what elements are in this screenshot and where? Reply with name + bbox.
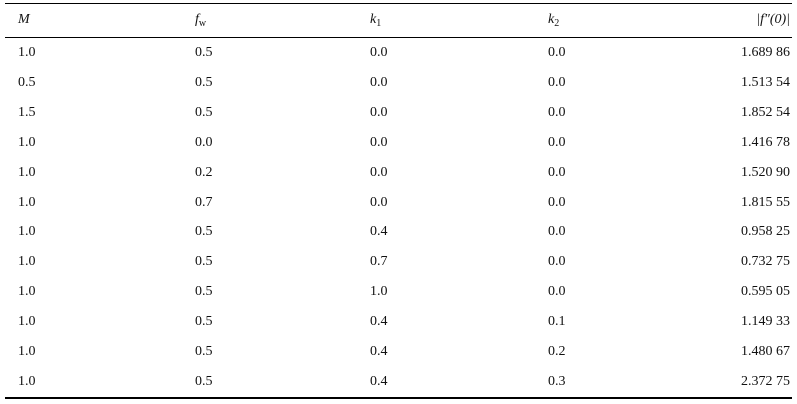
table-cell: 0.5 — [195, 344, 213, 359]
table-cell: 0.0 — [548, 284, 566, 300]
table-cell: 0.0 — [548, 194, 566, 210]
bottom-rule — [5, 397, 792, 399]
table-cell: 0.595 05 — [741, 284, 790, 300]
table-cell: 0.732 75 — [741, 254, 790, 270]
table-cell: 0.0 — [548, 224, 566, 240]
table-cell: 0.2 — [548, 344, 566, 359]
table-cell: 0.0 — [548, 104, 566, 120]
table-cell: 0.5 — [195, 284, 213, 300]
table-cell: 0.5 — [195, 373, 213, 389]
table-cell: 0.5 — [195, 74, 213, 90]
table-cell: 0.4 — [370, 344, 388, 359]
table-cell: 0.0 — [548, 254, 566, 270]
table-cell: 1.0 — [370, 284, 388, 300]
table-cell: 0.0 — [370, 74, 388, 90]
table-cell: 0.7 — [370, 254, 388, 270]
table-cell: 0.1 — [548, 314, 566, 330]
table-cell: 1.0 — [18, 134, 36, 150]
table-cell: 1.480 67 — [741, 344, 790, 359]
table-cell: 0.7 — [195, 194, 213, 210]
table-cell: 0.958 25 — [741, 224, 790, 240]
header-cell: M — [18, 11, 30, 29]
table-cell: 1.520 90 — [741, 164, 790, 180]
table-cell: 1.0 — [18, 284, 36, 300]
top-rule — [5, 3, 792, 4]
table-cell: 0.5 — [195, 224, 213, 240]
table-cell: 0.3 — [548, 373, 566, 389]
header-text: k — [370, 12, 377, 27]
header-text: f — [195, 12, 199, 27]
table-cell: 1.0 — [18, 194, 36, 210]
table-cell: 0.0 — [370, 164, 388, 180]
header-cell: k2 — [548, 11, 559, 29]
table-cell: 1.149 33 — [741, 314, 790, 330]
table-cell: 1.0 — [18, 344, 36, 359]
table-cell: 1.0 — [18, 224, 36, 240]
table-cell: 1.0 — [18, 164, 36, 180]
table-cell: 0.2 — [195, 164, 213, 180]
table-cell: 1.0 — [18, 373, 36, 389]
table-cell: 0.0 — [195, 134, 213, 150]
header-cell: fw — [195, 11, 206, 29]
header-text: M — [18, 12, 30, 27]
table-cell: 0.4 — [370, 224, 388, 240]
table-cell: 0.0 — [370, 45, 388, 60]
table-cell: 0.0 — [548, 164, 566, 180]
table-cell: 1.513 54 — [741, 74, 790, 90]
header-subscript: w — [198, 18, 207, 29]
table-cell: 2.372 75 — [741, 373, 790, 389]
header-text: |f″(0)| — [756, 12, 790, 27]
table-cell: 1.0 — [18, 254, 36, 270]
table-cell: 1.815 55 — [741, 194, 790, 210]
header-cell: |f″(0)| — [756, 11, 790, 29]
table-cell: 0.5 — [195, 254, 213, 270]
table-cell: 0.4 — [370, 314, 388, 330]
table-cell: 1.0 — [18, 314, 36, 330]
table-cell: 1.852 54 — [741, 104, 790, 120]
table-cell: 0.0 — [370, 194, 388, 210]
table-cell: 0.5 — [195, 45, 213, 60]
table-cell: 0.0 — [548, 74, 566, 90]
table-cell: 0.5 — [195, 104, 213, 120]
table-cell: 0.5 — [18, 74, 36, 90]
table-cell: 0.0 — [370, 104, 388, 120]
table-cell: 1.416 78 — [741, 134, 790, 150]
header-cell: k1 — [370, 11, 381, 29]
table-cell: 1.5 — [18, 104, 36, 120]
table-cell: 1.0 — [18, 45, 36, 60]
header-subscript: 1 — [376, 18, 382, 29]
table-cell: 0.0 — [370, 134, 388, 150]
header-rule — [5, 37, 792, 38]
table-cell: 0.5 — [195, 314, 213, 330]
table-cell: 0.0 — [548, 45, 566, 60]
header-subscript: 2 — [554, 18, 560, 29]
header-text: k — [548, 12, 555, 27]
table-cell: 1.689 86 — [741, 45, 790, 60]
table-cell: 0.0 — [548, 134, 566, 150]
table-cell: 0.4 — [370, 373, 388, 389]
